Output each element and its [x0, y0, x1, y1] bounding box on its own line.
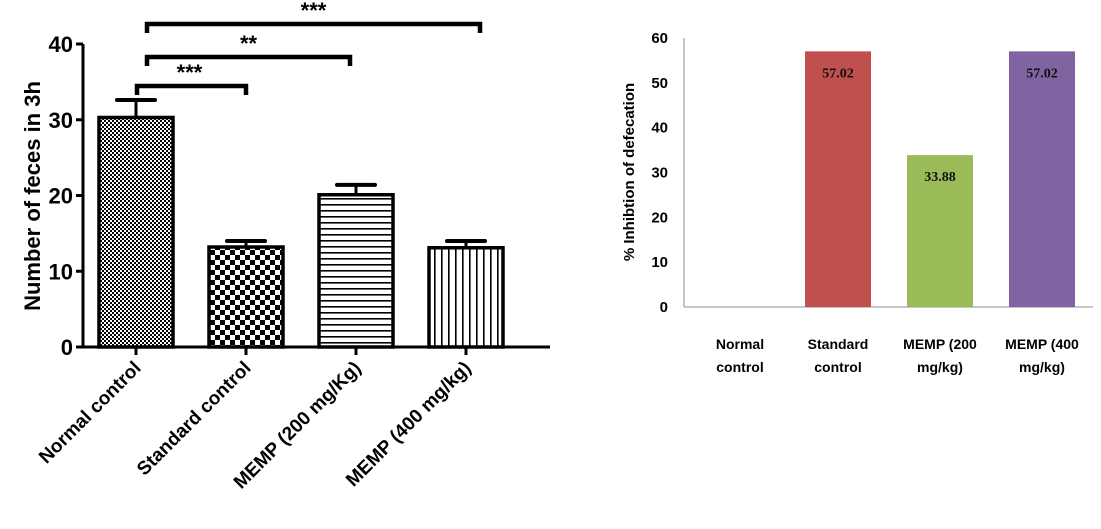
significance-bracket — [134, 83, 249, 95]
left-x-tick-label: MEMP (400 mg/kg) — [342, 358, 475, 491]
right-x-tick-label: control — [814, 359, 861, 375]
left-y-axis-label: Number of feces in 3h — [20, 81, 45, 311]
inhibition-chart: % Inhibtion of defecation 0102030405060 … — [621, 30, 1093, 375]
right-y-tick-label: 0 — [660, 299, 668, 316]
right-bar — [805, 51, 871, 307]
left-bar — [207, 245, 285, 349]
right-x-tick-label: Normal — [716, 336, 764, 352]
right-x-tick-label: MEMP (400 — [1005, 336, 1079, 352]
right-y-tick-label: 30 — [651, 165, 668, 182]
right-y-tick-label: 60 — [651, 30, 668, 47]
right-y-tick-label: 50 — [651, 75, 668, 92]
right-y-tick-label: 40 — [651, 120, 668, 137]
left-y-tick-label: 40 — [49, 32, 73, 57]
right-x-tick-label: mg/kg) — [1019, 359, 1065, 375]
left-bar — [427, 246, 505, 349]
significance-label: ** — [240, 31, 258, 56]
right-x-tick-label: control — [716, 359, 763, 375]
right-y-tick-label: 20 — [651, 209, 668, 226]
right-data-label: 57.02 — [822, 66, 854, 81]
right-y-tick-label: 10 — [651, 254, 668, 271]
right-bar — [1009, 51, 1075, 307]
significance-bracket — [144, 54, 353, 66]
left-y-tick-label: 10 — [49, 259, 73, 284]
left-x-tick-label: Standard control — [133, 358, 255, 480]
right-x-tick-label: MEMP (200 — [903, 336, 977, 352]
left-y-tick-label: 0 — [61, 335, 73, 360]
left-bar — [97, 115, 175, 349]
right-bar — [907, 155, 973, 307]
significance-label: *** — [177, 60, 203, 85]
right-data-label: 57.02 — [1026, 66, 1058, 81]
significance-bracket — [144, 21, 483, 33]
left-y-tick-label: 20 — [49, 184, 73, 209]
right-x-tick-label: mg/kg) — [917, 359, 963, 375]
right-data-label: 33.88 — [924, 170, 956, 185]
right-x-tick-label: Standard — [808, 336, 869, 352]
significance-label: *** — [301, 0, 327, 23]
right-y-axis-label: % Inhibtion of defecation — [621, 83, 638, 261]
left-y-tick-label: 30 — [49, 108, 73, 133]
left-bar — [317, 192, 395, 349]
left-x-tick-label: Normal control — [35, 358, 145, 468]
